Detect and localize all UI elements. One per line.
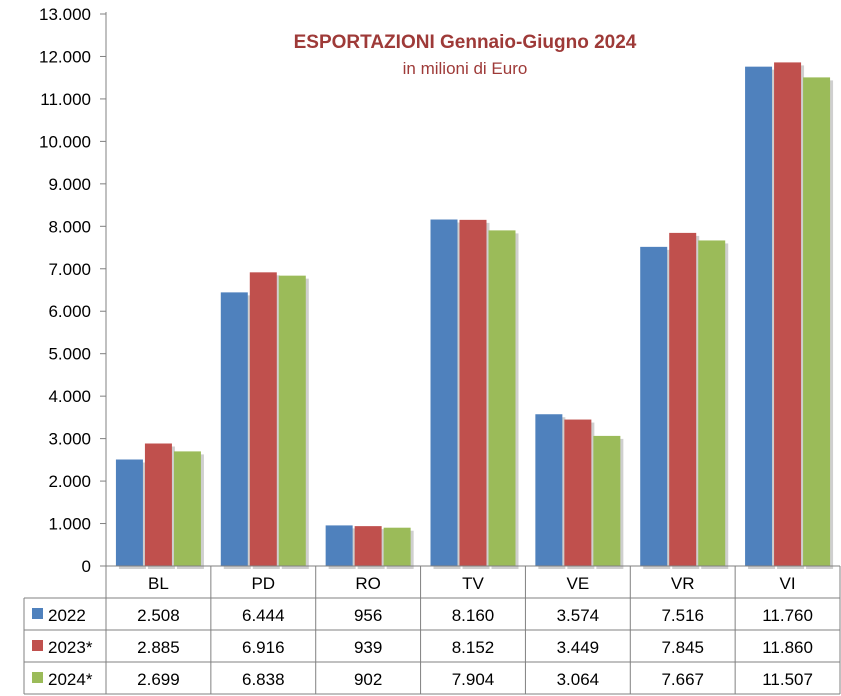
y-tick-label: 12.000 [39, 47, 91, 66]
data-label: 6.916 [242, 638, 285, 657]
bar-2022-TV [430, 219, 458, 566]
bar-2022-BL [115, 459, 143, 566]
bar-2022-VE [535, 414, 563, 566]
data-label: 8.160 [452, 606, 495, 625]
x-category-label: TV [462, 574, 484, 593]
data-label: 7.667 [661, 670, 704, 689]
bar-2022-VR [640, 246, 668, 566]
bar-2023-VE [564, 419, 592, 566]
bar-2023-BL [144, 443, 172, 566]
x-category-label: BL [148, 574, 169, 593]
y-tick-label: 9.000 [48, 175, 91, 194]
bar-2024-BL [173, 451, 201, 566]
bar-2022-PD [220, 292, 248, 566]
data-label: 3.449 [557, 638, 600, 657]
x-category-label: PD [251, 574, 275, 593]
data-label: 939 [354, 638, 382, 657]
bars-layer [115, 62, 834, 570]
bar-2024-VE [593, 435, 621, 566]
y-tick-label: 11.000 [40, 90, 91, 109]
data-label: 6.838 [242, 670, 285, 689]
bar-2023-VI [774, 62, 802, 566]
x-category-label: VR [671, 574, 695, 593]
legend-key-2022 [32, 608, 43, 619]
data-label: 11.507 [762, 670, 813, 689]
y-tick-label: 8.000 [48, 217, 91, 236]
bar-2022-RO [325, 525, 353, 566]
legend-label: 2023* [48, 638, 93, 657]
data-label: 7.516 [661, 606, 704, 625]
chart-subtitle: in milioni di Euro [403, 59, 528, 78]
y-tick-label: 5.000 [48, 345, 91, 364]
y-tick-label: 4.000 [48, 387, 91, 406]
y-tick-label: 2.000 [48, 472, 91, 491]
bar-2024-VI [803, 77, 831, 566]
legend-key-2024 [32, 672, 43, 683]
axis-layer: 0 1.000 2.000 3.000 4.000 5.000 6.000 7.000 8.00… [39, 5, 107, 576]
data-label: 902 [354, 670, 382, 689]
bar-2024-TV [488, 230, 516, 566]
data-label: 3.064 [557, 670, 600, 689]
data-label: 2.508 [137, 606, 180, 625]
data-label: 2.885 [137, 638, 180, 657]
bar-2023-RO [354, 526, 382, 566]
data-label: 11.760 [762, 606, 813, 625]
y-tick-label: 6.000 [48, 302, 91, 321]
data-label: 8.152 [452, 638, 495, 657]
legend-label: 2024* [48, 670, 93, 689]
y-tick-label: 10.000 [39, 132, 91, 151]
y-tick-label: 7.000 [48, 260, 91, 279]
y-tick-label: 0 [82, 557, 91, 576]
y-tick-label: 1.000 [48, 515, 91, 534]
bar-2024-VR [698, 240, 726, 566]
bar-2023-VR [669, 232, 697, 567]
y-tick-label: 3.000 [48, 430, 91, 449]
x-category-label: VI [780, 574, 796, 593]
data-label: 3.574 [557, 606, 600, 625]
bar-2023-PD [249, 272, 277, 566]
bar-2024-RO [383, 527, 411, 566]
bar-2022-VI [745, 66, 773, 566]
bar-2023-TV [459, 219, 487, 567]
x-category-label: VE [567, 574, 590, 593]
chart-title: ESPORTAZIONI Gennaio-Giugno 2024 [294, 32, 637, 53]
data-label: 6.444 [242, 606, 285, 625]
data-label: 2.699 [137, 670, 180, 689]
legend-key-2023 [32, 640, 43, 651]
legend-label: 2022 [48, 606, 86, 625]
data-table: BL PD RO TV VE VR VI 2022 2.508 6.444 956 8.160 3.57… [23, 565, 841, 695]
data-label: 956 [354, 606, 382, 625]
data-label: 7.845 [661, 638, 704, 657]
y-tick-label: 13.000 [39, 5, 91, 24]
bar-2024-PD [278, 275, 306, 566]
data-label: 7.904 [452, 670, 495, 689]
x-category-label: RO [355, 574, 381, 593]
data-label: 11.860 [762, 638, 813, 657]
